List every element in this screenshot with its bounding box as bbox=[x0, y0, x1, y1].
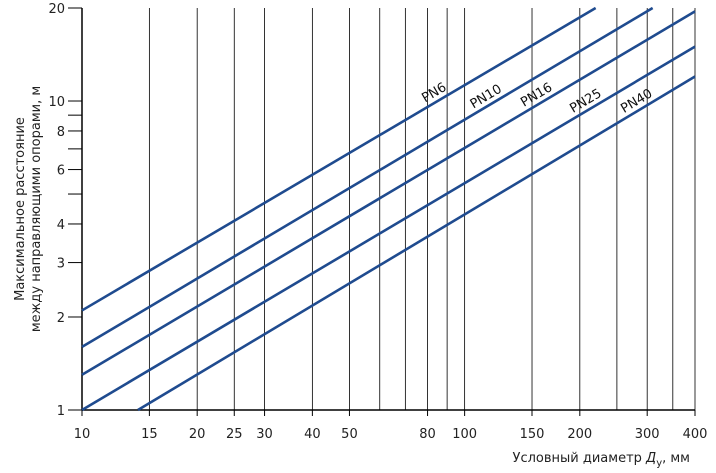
x-tick-label: 30 bbox=[256, 427, 273, 442]
y-tick-label: 2 bbox=[57, 311, 65, 326]
x-tick-label: 15 bbox=[141, 427, 158, 442]
x-tick-label: 10 bbox=[74, 427, 91, 442]
x-tick-label: 150 bbox=[520, 427, 545, 442]
y-tick-label: 4 bbox=[57, 218, 65, 233]
y-tick-label: 10 bbox=[48, 95, 65, 110]
tick-layer: 10 15 20 25 30 40 50 80 100 150 200 300 400 1 2 3 4 6 8 10 2… bbox=[48, 2, 707, 442]
y-axis-title-line1: Максимальное расстояние bbox=[13, 117, 28, 301]
label-layer: PN6 PN10 PN16 PN25 PN40 bbox=[419, 80, 655, 117]
axis-layer bbox=[81, 8, 695, 411]
x-tick-label: 100 bbox=[452, 427, 477, 442]
x-tick-label: 40 bbox=[304, 427, 321, 442]
series-line-pn10 bbox=[81, 6, 654, 349]
series-line-pn6 bbox=[81, 6, 597, 312]
series-line-pn16 bbox=[81, 10, 696, 376]
series-line-pn25 bbox=[81, 45, 696, 412]
x-tick-label: 20 bbox=[189, 427, 206, 442]
y-tick-label: 20 bbox=[48, 2, 65, 17]
x-tick-label: 400 bbox=[683, 427, 708, 442]
y-tick-label: 8 bbox=[57, 125, 65, 140]
y-tick-label: 1 bbox=[57, 404, 65, 419]
x-tick-label: 200 bbox=[567, 427, 592, 442]
x-axis-title: Условный диаметр Ду, мм bbox=[513, 451, 690, 469]
y-tick-label: 6 bbox=[57, 164, 65, 179]
x-tick-label: 50 bbox=[341, 427, 358, 442]
series-layer bbox=[81, 6, 696, 412]
series-line-pn40 bbox=[137, 75, 696, 412]
y-axis-title: Максимальное расстояние между направляющ… bbox=[13, 86, 44, 332]
y-axis-title-line2: между направляющими опорами, м bbox=[29, 86, 44, 332]
x-tick-label: 300 bbox=[635, 427, 660, 442]
y-tick-label: 3 bbox=[57, 257, 65, 272]
x-tick-label: 25 bbox=[226, 427, 243, 442]
x-tick-label: 80 bbox=[419, 427, 436, 442]
